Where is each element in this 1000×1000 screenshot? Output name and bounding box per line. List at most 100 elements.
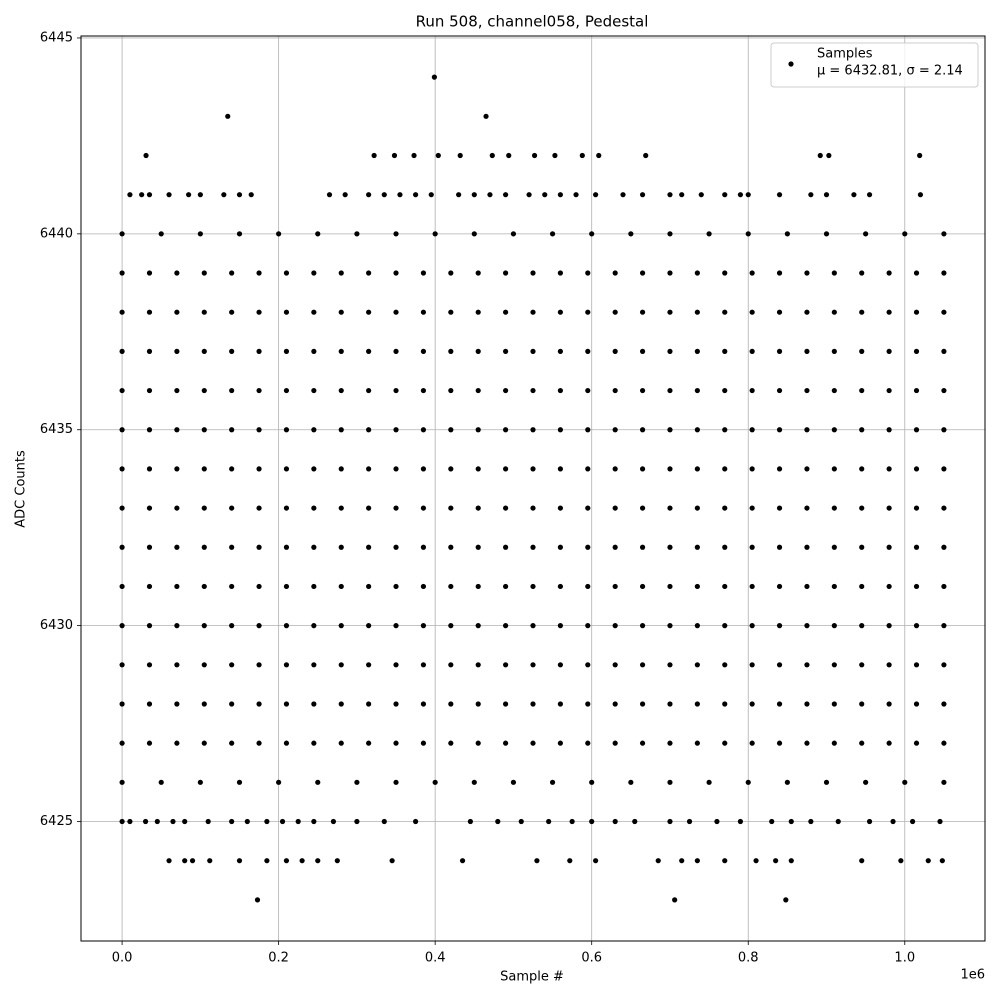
- sample-point: [435, 152, 441, 159]
- sample-point: [639, 270, 646, 276]
- sample-point: [283, 348, 290, 354]
- sample-point: [311, 348, 317, 354]
- sample-point: [299, 858, 305, 864]
- sample-point: [831, 505, 837, 511]
- sample-point: [236, 192, 243, 198]
- sample-point: [941, 309, 947, 315]
- legend-note: μ = 6432.81, σ = 2.14: [817, 64, 963, 79]
- sample-point: [804, 701, 810, 707]
- x-offset-label: 1e6: [960, 968, 985, 983]
- sample-point: [639, 701, 646, 707]
- sample-point: [283, 544, 290, 550]
- sample-point: [448, 348, 454, 354]
- sample-point: [456, 192, 462, 198]
- sample-point: [393, 270, 399, 276]
- sample-point: [706, 779, 712, 785]
- legend-label: Samples: [817, 47, 873, 62]
- sample-point: [886, 583, 892, 590]
- sample-point: [229, 309, 235, 315]
- sample-point: [694, 348, 700, 354]
- sample-point: [338, 701, 344, 707]
- sample-point: [569, 818, 575, 825]
- sample-point: [174, 348, 180, 354]
- sample-point: [831, 740, 837, 746]
- sample-point: [283, 623, 290, 629]
- sample-point: [612, 466, 618, 472]
- sample-point: [753, 858, 759, 864]
- sample-point: [722, 505, 728, 511]
- sample-point: [201, 427, 207, 433]
- sample-point: [745, 192, 751, 198]
- sample-point: [722, 348, 728, 354]
- sample-point: [119, 623, 125, 629]
- sample-point: [366, 348, 372, 354]
- sample-point: [475, 270, 481, 276]
- sample-point: [941, 427, 947, 433]
- sample-point: [448, 583, 454, 590]
- sample-point: [612, 387, 618, 394]
- sample-point: [722, 427, 728, 433]
- sample-point: [467, 818, 473, 825]
- sample-point: [256, 466, 262, 472]
- sample-point: [391, 152, 398, 159]
- sample-point: [146, 348, 153, 354]
- sample-point: [694, 270, 700, 276]
- sample-point: [338, 544, 344, 550]
- sample-point: [229, 701, 235, 707]
- sample-point: [745, 779, 751, 785]
- sample-point: [643, 152, 649, 159]
- sample-point: [475, 623, 481, 629]
- sample-point: [667, 231, 673, 237]
- sample-point: [503, 740, 509, 746]
- sample-point: [393, 583, 399, 590]
- sample-point: [585, 623, 591, 629]
- sample-point: [431, 74, 437, 80]
- sample-point: [694, 623, 700, 629]
- sample-point: [589, 231, 595, 237]
- sample-point: [338, 466, 344, 472]
- sample-point: [776, 505, 783, 511]
- sample-point: [749, 623, 755, 629]
- sample-point: [913, 623, 920, 629]
- sample-point: [639, 544, 646, 550]
- sample-point: [503, 623, 509, 629]
- sample-point: [283, 583, 290, 590]
- sample-point: [776, 623, 783, 629]
- sample-point: [749, 505, 755, 511]
- sample-point: [229, 623, 235, 629]
- sample-point: [831, 427, 837, 433]
- sample-point: [197, 231, 203, 237]
- sample-point: [804, 583, 810, 590]
- sample-point: [475, 387, 481, 394]
- sample-point: [366, 701, 372, 707]
- sample-point: [119, 662, 125, 668]
- sample-point: [393, 348, 399, 354]
- sample-point: [667, 192, 673, 198]
- sample-point: [207, 858, 213, 864]
- sample-point: [722, 623, 728, 629]
- sample-point: [804, 348, 810, 354]
- sample-point: [197, 192, 203, 198]
- sample-point: [201, 662, 207, 668]
- sample-point: [127, 818, 133, 825]
- sample-point: [264, 818, 270, 825]
- sample-point: [489, 152, 495, 159]
- sample-point: [886, 427, 892, 433]
- sample-point: [174, 740, 180, 746]
- sample-point: [366, 466, 372, 472]
- sample-point: [174, 583, 180, 590]
- sample-point: [898, 858, 904, 864]
- sample-point: [639, 583, 646, 590]
- sample-point: [776, 427, 783, 433]
- sample-point: [941, 270, 947, 276]
- sample-point: [722, 583, 728, 590]
- sample-point: [628, 779, 634, 785]
- sample-point: [197, 779, 203, 785]
- sample-point: [749, 427, 755, 433]
- sample-point: [917, 192, 924, 198]
- sample-point: [593, 858, 599, 864]
- sample-point: [146, 192, 153, 198]
- sample-point: [549, 231, 556, 237]
- sample-point: [589, 818, 595, 825]
- sample-point: [557, 466, 563, 472]
